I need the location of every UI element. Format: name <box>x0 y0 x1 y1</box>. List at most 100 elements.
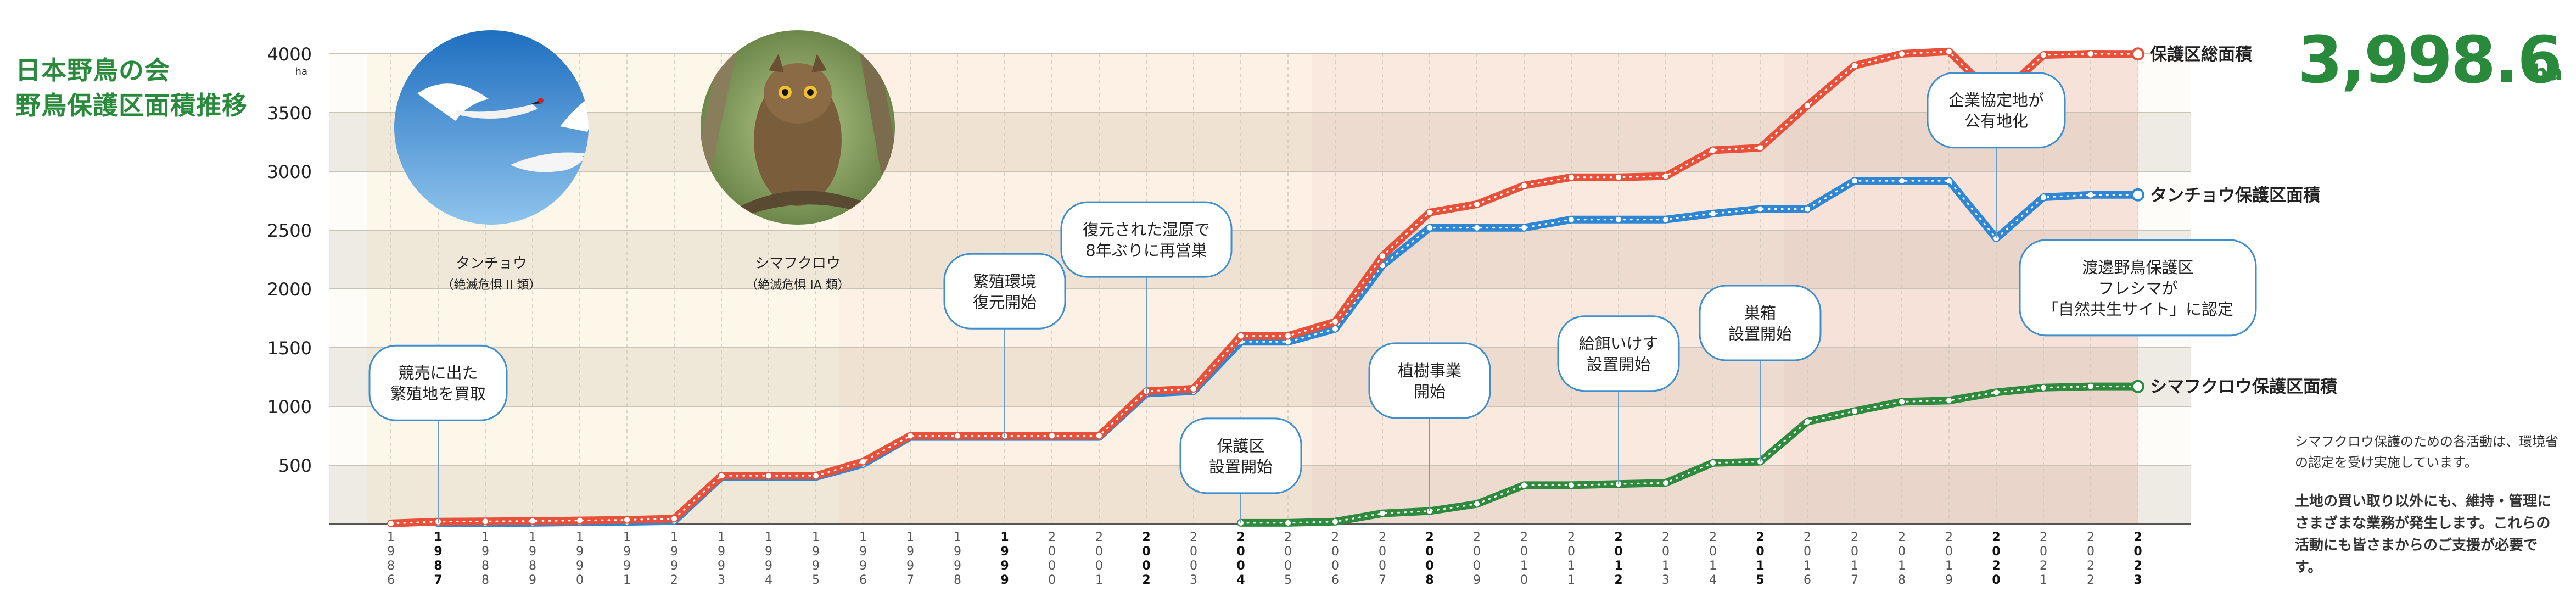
annotation-4: 植樹事業開始 <box>1368 342 1491 511</box>
series-1-point-26 <box>1663 216 1668 222</box>
series-0-point-12 <box>955 433 960 439</box>
shimafukuro-name: シマフクロウ <box>755 255 841 272</box>
annotation-box-8 <box>2019 239 2257 337</box>
annotation-box-4 <box>1368 342 1491 419</box>
annotation-2: 復元された湿原で 8年ぶりに再営巣 <box>1060 201 1233 394</box>
series-2-point-7 <box>1569 482 1574 488</box>
annotation-box-7 <box>1927 72 2066 149</box>
series-0-point-36 <box>2088 51 2093 57</box>
band-7 <box>329 54 2191 113</box>
series-1-point-19 <box>1332 326 1338 332</box>
annotation-text-0: 競売に出た繁殖地を買取 <box>390 364 486 403</box>
series-0-point-23 <box>1474 201 1480 207</box>
series-line-dots-0 <box>390 51 2139 525</box>
title-line2: 野鳥保護区面積推移 <box>15 91 248 120</box>
title-line1: 日本野鳥の会 <box>15 55 170 85</box>
series-1-point-21 <box>1427 225 1432 231</box>
series-1-end-marker <box>2131 188 2144 202</box>
series-2-point-15 <box>1946 398 1952 404</box>
annotation-text-2: 復元された湿原で 8年ぶりに再営巣 <box>1083 220 1210 260</box>
series-1-point-35 <box>2088 192 2093 198</box>
series-1-point-34 <box>2041 194 2046 200</box>
series-0-point-30 <box>1805 103 1810 109</box>
series-0-point-4 <box>577 517 583 523</box>
series-2-point-5 <box>1474 501 1480 507</box>
series-0-point-28 <box>1710 147 1716 153</box>
series-2-point-1 <box>1285 520 1291 526</box>
series-0-point-22 <box>1427 209 1432 215</box>
series-1-point-32 <box>1946 178 1952 184</box>
series-0-point-9 <box>813 473 819 479</box>
total-area-value: 3,998.6 <box>2298 22 2562 98</box>
series-2-point-17 <box>2041 384 2046 391</box>
series-lines <box>387 47 2142 527</box>
series-label-0: 保護区総面積 <box>2150 44 2252 64</box>
band-4 <box>329 230 2191 289</box>
series-0-point-17 <box>1191 386 1196 392</box>
series-1-point-28 <box>1757 206 1763 212</box>
annotation-7: 企業協定地が公有地化 <box>1927 72 2066 238</box>
x-axis: 1 9 8 6 1 9 8 7 1 9 8 8 1 9 8 9 1 9 9 0 1 9 9 1 1 9 9 2 1 9 9 3 1 9 9 4 1 9 9 5… <box>329 523 2191 587</box>
annotation-box-0 <box>368 344 508 421</box>
annotation-box-2 <box>1060 201 1233 278</box>
series-2-point-9 <box>1663 480 1668 486</box>
y-tick-label-4000: 4000 <box>267 44 312 65</box>
tancho-name: タンチョウ <box>456 255 527 272</box>
series-0-point-14 <box>1049 433 1055 439</box>
annotation-box-1 <box>943 253 1066 330</box>
blakistons-fish-owl-photo <box>701 30 895 225</box>
series-0-point-3 <box>530 518 535 524</box>
series-1-point-31 <box>1899 178 1905 184</box>
red-crowned-crane-photo <box>394 30 589 225</box>
series-0-point-27 <box>1663 173 1668 179</box>
annotation-text-6: 巣箱設置開始 <box>1728 304 1792 343</box>
series-line-dots-2 <box>1240 386 2139 524</box>
series-1-point-24 <box>1569 216 1574 222</box>
series-2-point-13 <box>1852 408 1857 414</box>
annotation-3: 保護区設置開始 <box>1179 417 1302 523</box>
series-2-point-6 <box>1521 482 1527 488</box>
series-1-point-23 <box>1521 225 1527 231</box>
y-unit-label: ha <box>295 66 307 77</box>
series-1-point-27 <box>1710 211 1716 217</box>
series-0-point-26 <box>1616 174 1621 180</box>
series-0-end-marker <box>2131 47 2144 61</box>
series-2-point-16 <box>1993 389 1999 395</box>
band-2 <box>329 348 2191 406</box>
series-0-point-29 <box>1757 145 1763 151</box>
series-2-point-10 <box>1710 460 1716 466</box>
series-1-point-22 <box>1474 225 1480 231</box>
series-1-point-25 <box>1616 216 1621 222</box>
series-0-point-2 <box>483 518 488 525</box>
y-tick-label-1000: 1000 <box>267 397 312 417</box>
annotation-text-8: 渡邊野鳥保護区フレシマが「自然共生サイト」に認定 <box>2042 258 2233 319</box>
series-0-point-15 <box>1096 433 1102 439</box>
series-0-point-10 <box>860 459 866 465</box>
series-0-point-6 <box>671 516 677 522</box>
series-2-point-14 <box>1899 399 1905 405</box>
series-0-point-0 <box>388 520 394 526</box>
y-tick-label-1500: 1500 <box>267 338 312 359</box>
annotation-1: 繁殖環境復元開始 <box>943 253 1066 437</box>
shimafukuro-status: （絶滅危惧 IA 類） <box>746 278 850 292</box>
series-2-point-18 <box>2088 383 2093 389</box>
